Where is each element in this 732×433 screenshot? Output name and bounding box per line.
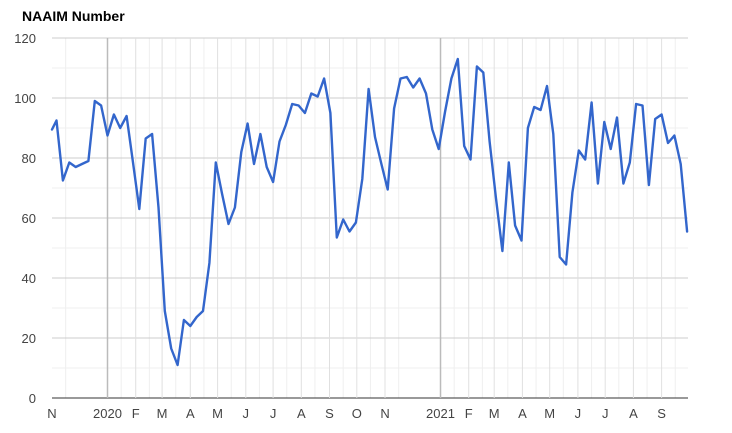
x-tick-label: S bbox=[325, 406, 334, 421]
x-axis-ticks: N 2020 F M A M J J A S O N 2021 F M A M J J A S bbox=[47, 406, 666, 421]
y-tick-label: 60 bbox=[22, 211, 36, 226]
x-tick-label: 2020 bbox=[93, 406, 122, 421]
x-tick-label: A bbox=[629, 406, 638, 421]
y-tick-label: 100 bbox=[14, 91, 36, 106]
chart-title: NAAIM Number bbox=[22, 8, 125, 24]
x-tick-label: F bbox=[132, 406, 140, 421]
x-tick-label: J bbox=[243, 406, 250, 421]
x-tick-label: M bbox=[489, 406, 500, 421]
y-tick-label: 20 bbox=[22, 331, 36, 346]
y-tick-label: 40 bbox=[22, 271, 36, 286]
x-tick-label: M bbox=[212, 406, 223, 421]
x-tick-label: J bbox=[602, 406, 609, 421]
y-tick-label: 120 bbox=[14, 31, 36, 46]
x-tick-label: F bbox=[465, 406, 473, 421]
x-tick-label: M bbox=[544, 406, 555, 421]
x-tick-label: 2021 bbox=[426, 406, 455, 421]
x-tick-label: A bbox=[186, 406, 195, 421]
x-tick-label: M bbox=[157, 406, 168, 421]
y-axis-ticks: 0 20 40 60 80 100 120 bbox=[14, 31, 36, 406]
x-tick-label: S bbox=[657, 406, 666, 421]
series-group bbox=[50, 57, 689, 367]
y-tick-label: 0 bbox=[29, 391, 36, 406]
x-tick-label: J bbox=[575, 406, 582, 421]
x-tick-label: N bbox=[380, 406, 389, 421]
x-tick-label: J bbox=[270, 406, 277, 421]
x-tick-label: A bbox=[297, 406, 306, 421]
x-tick-label: O bbox=[352, 406, 362, 421]
x-tick-label: A bbox=[518, 406, 527, 421]
y-tick-label: 80 bbox=[22, 151, 36, 166]
major-gridlines bbox=[52, 37, 688, 399]
x-tick-label: N bbox=[47, 406, 56, 421]
series-line bbox=[50, 57, 689, 367]
